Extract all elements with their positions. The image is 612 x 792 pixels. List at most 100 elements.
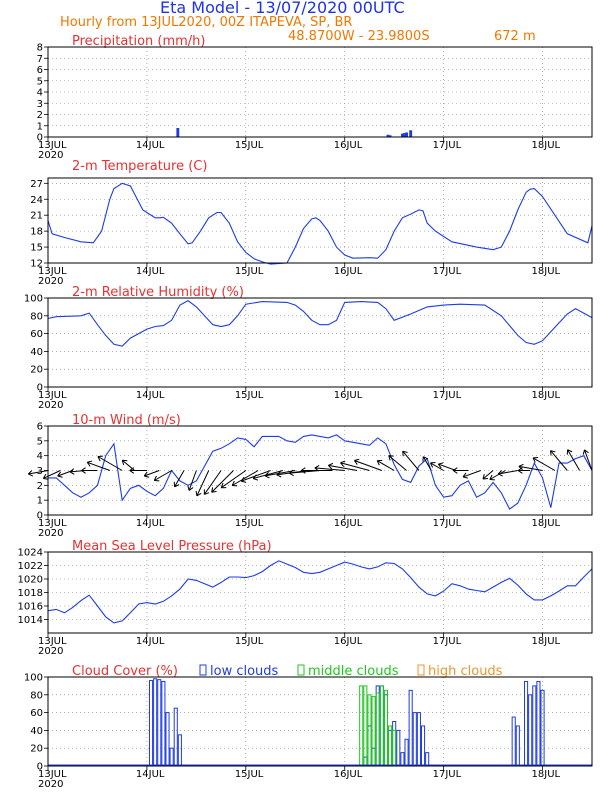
x-tick-year: 2020	[38, 400, 63, 411]
wind-barb-head	[204, 492, 210, 495]
cloud-bar	[524, 680, 529, 767]
wind-barb-head	[582, 449, 585, 455]
y-tick-label: 24	[30, 195, 43, 206]
panel-title-rh: 2-m Relative Humidity (%)	[72, 285, 244, 300]
wind-barb-head	[300, 467, 306, 471]
x-tick-label: 14JUL	[136, 636, 165, 647]
cloud-bar	[404, 738, 409, 767]
wind-barb-head	[196, 492, 202, 497]
wind-barb-shaft	[388, 455, 407, 471]
wind-barb-shaft	[518, 465, 543, 471]
wind-barb-head	[354, 458, 360, 461]
wind-barb-head	[174, 484, 180, 488]
wind-barb-shaft	[43, 470, 61, 479]
x-tick-label: 17JUL	[433, 266, 462, 277]
wind-barb-head	[388, 455, 391, 461]
y-tick-label: 2	[37, 110, 43, 121]
chart-subtitle: Hourly from 13JUL2020, 00Z ITAPEVA, SP, …	[60, 15, 353, 30]
precip-bar	[176, 128, 180, 137]
wind-barb-shaft	[87, 461, 110, 471]
x-tick-label: 13JUL	[38, 636, 67, 647]
wind-barb-head	[252, 474, 257, 479]
wind-barb-head	[288, 469, 294, 474]
y-tick-label: 60	[30, 329, 43, 340]
x-tick-label: 13JUL	[38, 140, 67, 151]
legend-label: high clouds	[428, 664, 503, 679]
y-tick-label: 2	[37, 481, 43, 492]
y-tick-label: 1022	[18, 561, 43, 572]
precip-bar	[388, 135, 392, 137]
y-tick-label: 15	[30, 243, 43, 254]
x-tick-label: 13JUL	[38, 266, 67, 277]
wind-barb-head	[353, 460, 358, 465]
wind-barb-head	[584, 449, 589, 454]
wind-barb-head	[42, 473, 47, 479]
wind-barb-head	[340, 462, 345, 467]
wind-barb-shaft	[97, 456, 123, 471]
wind-barb-head	[423, 456, 428, 460]
x-tick-year: 2020	[38, 779, 63, 790]
chart-title: Eta Model - 13/07/2020 00UTC	[160, 0, 405, 17]
panel-frame-temp	[47, 177, 593, 264]
cloud-bar	[420, 725, 426, 767]
wind-barb-head	[462, 472, 467, 478]
cloud-bar	[383, 689, 388, 767]
y-tick-label: 20	[30, 744, 43, 755]
wind-barb-head	[211, 487, 214, 493]
wind-barb-shaft	[196, 470, 210, 497]
cloud-bar	[528, 694, 533, 767]
station-elevation: 672 m	[494, 29, 536, 44]
wind-barb-head	[567, 449, 573, 453]
y-tick-label: 7	[37, 54, 43, 65]
wind-barb-head	[195, 490, 198, 496]
wind-barb-head	[220, 482, 224, 488]
wind-barb-head	[550, 450, 556, 453]
x-tick-label: 17JUL	[433, 636, 462, 647]
wind-barb-shaft	[550, 450, 568, 471]
x-tick-label: 18JUL	[532, 390, 561, 401]
y-tick-label: 80	[30, 690, 43, 701]
wind-barb-head	[144, 475, 150, 478]
wind-barb-head	[264, 471, 269, 477]
y-tick-label: 0	[37, 762, 43, 773]
cloud-bar	[400, 752, 405, 767]
cloud-bar	[408, 689, 413, 767]
wind-barb-head	[276, 471, 281, 476]
x-tick-year: 2020	[38, 646, 63, 657]
panel-frame-rh	[47, 297, 593, 388]
wind-barb-shaft	[328, 464, 358, 471]
wind-barb-head	[340, 460, 346, 464]
x-tick-label: 18JUL	[532, 518, 561, 529]
y-tick-label: 100	[24, 673, 43, 684]
wind-barb-head	[517, 467, 523, 471]
cloud-bar	[515, 725, 520, 767]
y-tick-label: 1024	[18, 548, 43, 559]
y-tick-label: 40	[30, 347, 43, 358]
series-line-mslp	[47, 560, 593, 624]
wind-barb-shaft	[584, 449, 593, 471]
cloud-bar	[371, 696, 376, 767]
wind-barb-head	[489, 474, 493, 480]
panel-frame-mslp	[47, 551, 593, 634]
precip-bar	[405, 132, 408, 137]
cloud-bar	[416, 712, 421, 767]
x-tick-year: 2020	[38, 528, 63, 539]
y-tick-label: 80	[30, 311, 43, 322]
cloud-bar	[388, 725, 393, 767]
wind-barb-head	[497, 470, 503, 475]
wind-barb-head	[129, 470, 135, 474]
wind-barb-head	[452, 467, 458, 471]
x-tick-label: 16JUL	[334, 769, 363, 780]
wind-barb-head	[532, 457, 536, 463]
x-tick-label: 15JUL	[235, 518, 264, 529]
wind-barb-shaft	[28, 470, 49, 475]
legend-swatch	[297, 664, 305, 676]
y-tick-label: 3	[37, 99, 43, 110]
precip-bar	[386, 134, 390, 137]
wind-barb-head	[300, 470, 306, 474]
x-tick-label: 13JUL	[38, 518, 67, 529]
y-tick-label: 5	[37, 76, 43, 87]
y-tick-label: 1020	[18, 575, 43, 586]
wind-barb-shaft	[422, 456, 432, 471]
wind-barbs	[27, 449, 593, 497]
